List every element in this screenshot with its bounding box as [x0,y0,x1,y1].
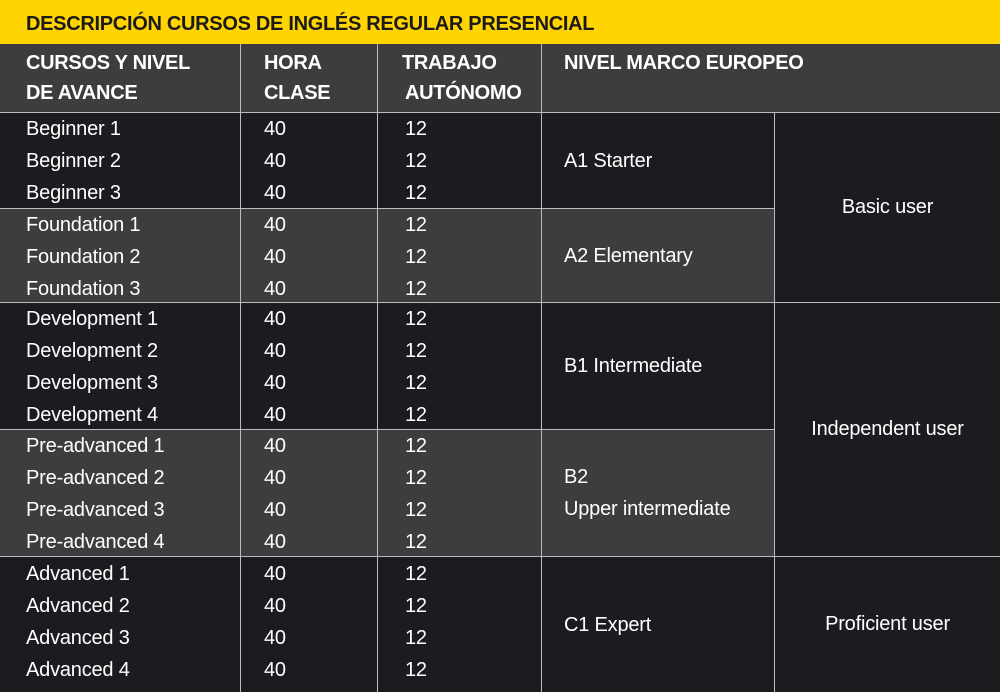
course-name: Advanced 2 [26,595,130,617]
courses-table: CURSOS Y NIVEL DE AVANCE HORA CLASE TRAB… [0,44,1000,692]
level-cell: C1 Expert [542,557,775,692]
group-hours: 40 40 40 40 [241,557,378,692]
course-name: Pre-advanced 2 [26,467,165,489]
autonomous-value: 12 [405,531,427,553]
autonomous-value: 12 [405,499,427,521]
group-hours: 40 40 40 40 [241,430,378,557]
course-name: Beginner 1 [26,118,121,140]
autonomous-value: 12 [405,278,427,300]
header-autonomous: TRABAJO AUTÓNOMO [378,44,542,113]
hours-value: 40 [264,150,286,172]
hours-value: 40 [264,372,286,394]
group-courses: Development 1 Development 2 Development … [0,303,241,430]
user-level-independent: Independent user [775,303,1000,557]
course-name: Beginner 3 [26,182,121,204]
hours-value: 40 [264,278,286,300]
course-name: Pre-advanced 1 [26,435,165,457]
course-name: Advanced 3 [26,627,130,649]
course-name: Development 4 [26,404,158,426]
group-autonomous: 12 12 12 12 [378,303,542,430]
course-name: Foundation 2 [26,246,141,268]
group-autonomous: 12 12 12 12 [378,557,542,692]
autonomous-value: 12 [405,372,427,394]
header-level-label: NIVEL MARCO EUROPEO [564,52,804,74]
group-autonomous: 12 12 12 12 [378,430,542,557]
autonomous-value: 12 [405,404,427,426]
user-level-label: Proficient user [825,613,950,635]
level-label: C1 Expert [564,613,652,636]
autonomous-value: 12 [405,435,427,457]
level-cell: B2 Upper intermediate [542,430,775,557]
hours-value: 40 [264,246,286,268]
autonomous-value: 12 [405,563,427,585]
hours-value: 40 [264,340,286,362]
header-course-line2: DE AVANCE [26,82,138,104]
course-name: Pre-advanced 4 [26,531,165,553]
header-course: CURSOS Y NIVEL DE AVANCE [0,44,241,113]
hours-value: 40 [264,499,286,521]
page-title: DESCRIPCIÓN CURSOS DE INGLÉS REGULAR PRE… [0,0,1000,44]
group-hours: 40 40 40 40 [241,303,378,430]
hours-value: 40 [264,563,286,585]
autonomous-value: 12 [405,214,427,236]
hours-value: 40 [264,182,286,204]
course-name: Development 2 [26,340,158,362]
hours-value: 40 [264,467,286,489]
autonomous-value: 12 [405,246,427,268]
course-name: Advanced 4 [26,659,130,681]
level-label: A1 Starter [564,149,653,172]
level-label: B2 [564,466,589,488]
group-autonomous: 12 12 12 [378,209,542,303]
level-label: A2 Elementary [564,244,693,267]
user-level-proficient: Proficient user [775,557,1000,692]
user-level-basic: Basic user [775,113,1000,303]
hours-value: 40 [264,118,286,140]
hours-value: 40 [264,531,286,553]
group-hours: 40 40 40 [241,209,378,303]
autonomous-value: 12 [405,118,427,140]
group-autonomous: 12 12 12 [378,113,542,209]
hours-value: 40 [264,595,286,617]
autonomous-value: 12 [405,150,427,172]
course-name: Beginner 2 [26,150,121,172]
level-label: B1 Intermediate [564,355,703,377]
autonomous-value: 12 [405,595,427,617]
level-cell: A2 Elementary [542,209,775,303]
header-hours: HORA CLASE [241,44,378,113]
level-cell: B1 Intermediate [542,303,775,430]
course-name: Foundation 1 [26,214,141,236]
header-level: NIVEL MARCO EUROPEO [542,44,1000,113]
autonomous-value: 12 [405,308,427,330]
hours-value: 40 [264,659,286,681]
level-label: Upper intermediate [564,498,731,520]
group-courses: Pre-advanced 1 Pre-advanced 2 Pre-advanc… [0,430,241,557]
autonomous-value: 12 [405,467,427,489]
header-autonomous-line1: TRABAJO [402,52,497,74]
hours-value: 40 [264,404,286,426]
group-hours: 40 40 40 [241,113,378,209]
course-name: Pre-advanced 3 [26,499,165,521]
hours-value: 40 [264,627,286,649]
user-level-label: Basic user [841,196,934,218]
header-hours-line1: HORA [264,52,322,74]
header-hours-line2: CLASE [264,82,331,104]
autonomous-value: 12 [405,182,427,204]
autonomous-value: 12 [405,659,427,681]
header-autonomous-line2: AUTÓNOMO [405,82,522,104]
group-courses: Advanced 1 Advanced 2 Advanced 3 Advance… [0,557,241,692]
hours-value: 40 [264,214,286,236]
course-name: Development 3 [26,372,158,394]
level-cell: A1 Starter [542,113,775,209]
autonomous-value: 12 [405,340,427,362]
group-courses: Foundation 1 Foundation 2 Foundation 3 [0,209,241,303]
user-level-label: Independent user [811,418,964,440]
course-name: Foundation 3 [26,278,141,300]
hours-value: 40 [264,308,286,330]
group-courses: Beginner 1 Beginner 2 Beginner 3 [0,113,241,209]
course-name: Development 1 [26,308,158,330]
hours-value: 40 [264,435,286,457]
course-name: Advanced 1 [26,563,130,585]
header-course-line1: CURSOS Y NIVEL [26,52,190,74]
autonomous-value: 12 [405,627,427,649]
